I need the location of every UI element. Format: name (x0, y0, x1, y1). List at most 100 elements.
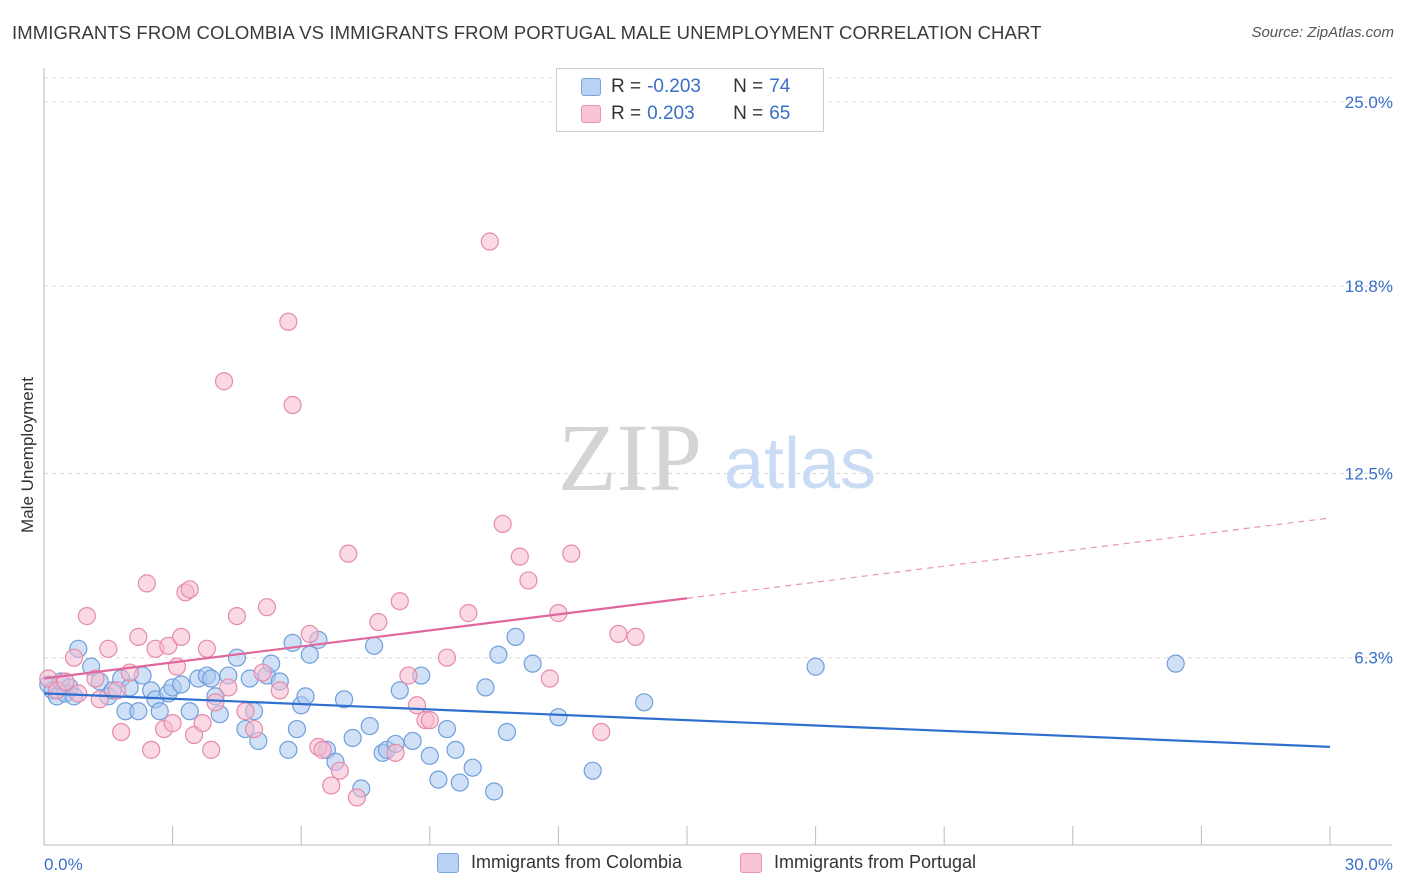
point-portugal (137, 574, 156, 593)
point-portugal (480, 232, 499, 251)
point-colombia (172, 675, 191, 694)
point-colombia (806, 657, 825, 676)
trend-line-colombia (43, 692, 1331, 748)
point-portugal (99, 639, 118, 658)
point-colombia (390, 681, 409, 700)
point-portugal (214, 372, 234, 391)
y-tick-label: 6.3% (1354, 649, 1393, 668)
trend-line-extension-portugal (686, 517, 1331, 599)
correlation-legend: R = -0.203 N = 74 R = 0.203 N = 65 (556, 68, 824, 132)
point-portugal (386, 743, 405, 762)
point-colombia (403, 731, 422, 751)
point-portugal (540, 669, 559, 688)
legend-swatch-colombia (581, 78, 601, 96)
point-colombia (360, 716, 379, 736)
point-portugal (459, 604, 478, 623)
legend-row-portugal: R = 0.203 N = 65 (581, 100, 790, 128)
point-portugal (244, 719, 264, 739)
point-colombia (523, 654, 542, 673)
legend-r-label: R = (611, 76, 642, 97)
point-colombia (300, 645, 319, 664)
legend-swatch-colombia (437, 852, 459, 873)
point-colombia (446, 740, 465, 759)
point-portugal (592, 722, 611, 742)
point-portugal (322, 776, 341, 795)
point-colombia (227, 648, 246, 667)
point-portugal (626, 627, 645, 646)
point-portugal (107, 681, 126, 700)
point-portugal (253, 663, 272, 682)
point-portugal (219, 678, 238, 697)
point-portugal (159, 636, 178, 655)
point-colombia (202, 669, 221, 688)
y-tick-label: 18.8% (1345, 277, 1393, 296)
point-colombia (583, 761, 602, 780)
tick-labels: 6.3% 12.5% 18.8% 25.0% 0.0% 30.0% (44, 93, 1393, 874)
point-portugal (369, 612, 388, 632)
point-portugal (519, 571, 538, 590)
point-portugal (86, 669, 105, 688)
legend-item-portugal[interactable]: Immigrants from Portugal (740, 852, 976, 873)
point-portugal (330, 761, 349, 780)
series-legend: Immigrants from Colombia Immigrants from… (0, 852, 1406, 878)
point-colombia (129, 702, 148, 721)
point-portugal (493, 514, 512, 534)
point-portugal (270, 681, 289, 700)
legend-label-colombia: Immigrants from Colombia (471, 852, 683, 872)
y-tick-label: 12.5% (1345, 464, 1393, 483)
point-portugal (77, 606, 96, 626)
legend-n-value: 65 (769, 103, 791, 124)
x-tick-label: 30.0% (1345, 855, 1393, 874)
point-colombia (150, 702, 169, 721)
point-colombia (437, 719, 457, 739)
point-portugal (180, 580, 199, 599)
point-portugal (202, 740, 221, 759)
point-colombia (343, 728, 362, 748)
legend-n-label: N = (733, 103, 764, 124)
point-portugal (437, 648, 457, 667)
point-portugal (257, 598, 277, 617)
point-colombia (334, 690, 354, 709)
point-portugal (347, 788, 367, 807)
point-portugal (90, 690, 109, 709)
grid-lines (44, 77, 1392, 659)
point-portugal (609, 624, 628, 644)
watermark: ZIP atlas (558, 404, 876, 511)
legend-swatch-portugal (581, 105, 601, 123)
point-colombia (420, 746, 439, 765)
point-colombia (497, 722, 517, 742)
point-portugal (69, 684, 88, 703)
point-colombia (463, 758, 482, 777)
point-colombia (450, 773, 469, 792)
point-portugal (142, 740, 161, 759)
point-portugal (399, 666, 418, 685)
point-colombia (549, 708, 568, 727)
point-colombia (429, 770, 448, 789)
point-portugal (407, 696, 427, 715)
watermark-zip: ZIP (558, 404, 702, 511)
point-portugal (193, 714, 212, 733)
trend-line-portugal (43, 597, 688, 680)
point-portugal (339, 544, 358, 563)
point-portugal (129, 627, 148, 646)
point-portugal (197, 639, 216, 658)
y-tick-label: 25.0% (1345, 93, 1393, 112)
legend-label-portugal: Immigrants from Portugal (774, 852, 977, 872)
legend-item-colombia[interactable]: Immigrants from Colombia (437, 852, 682, 873)
point-colombia (506, 627, 525, 646)
legend-n-label: N = (733, 76, 764, 97)
point-colombia (296, 687, 315, 706)
point-portugal (562, 544, 581, 563)
point-portugal (64, 648, 84, 667)
point-portugal (390, 592, 409, 611)
point-colombia (489, 645, 508, 664)
point-portugal (163, 714, 182, 733)
legend-n-value: 74 (769, 76, 791, 97)
point-portugal (510, 547, 529, 566)
legend-r-value: -0.203 (647, 76, 701, 97)
point-portugal (227, 606, 246, 626)
point-portugal (313, 740, 332, 759)
point-colombia (476, 678, 495, 697)
point-colombia (485, 782, 504, 801)
